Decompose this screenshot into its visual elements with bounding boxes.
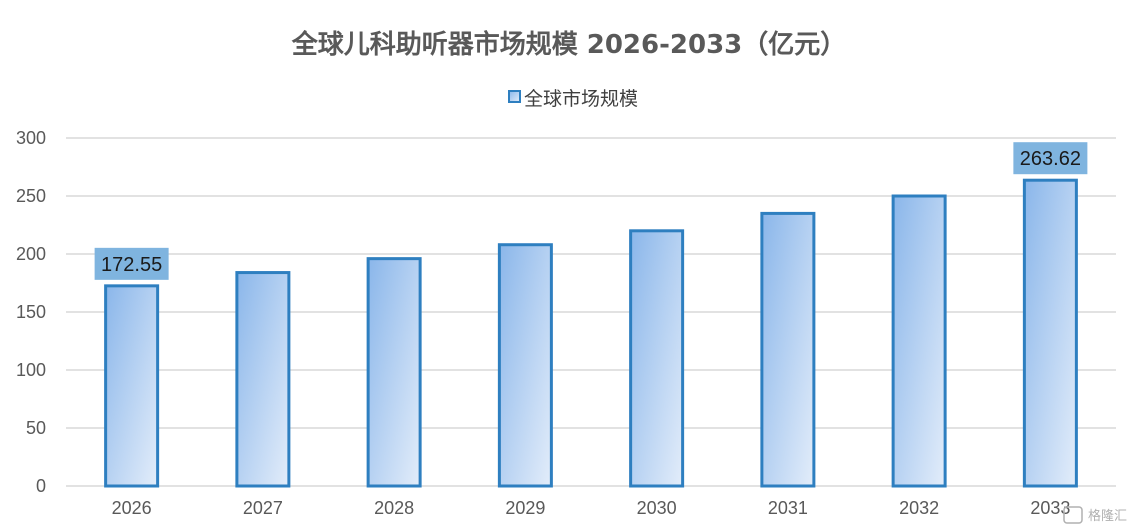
bar-2026 xyxy=(104,284,160,488)
y-tick-label: 300 xyxy=(16,128,46,148)
y-axis-ticks: 0 50 100 150 200 250 300 xyxy=(16,128,46,496)
y-tick-label: 150 xyxy=(16,302,46,322)
bar-2029 xyxy=(497,243,553,488)
y-tick-label: 0 xyxy=(36,476,46,496)
x-tick-label: 2028 xyxy=(374,498,414,518)
watermark: 格隆汇 xyxy=(1063,506,1127,524)
x-tick-label: 2031 xyxy=(768,498,808,518)
x-tick-label: 2027 xyxy=(243,498,283,518)
x-tick-label: 2030 xyxy=(637,498,677,518)
data-labels: 172.55 263.62 xyxy=(94,142,1088,280)
chart-title: 全球儿科助听器市场规模 2026-2033（亿元） xyxy=(291,29,847,60)
x-tick-label: 2026 xyxy=(112,498,152,518)
data-label-2026: 172.55 xyxy=(101,254,162,276)
y-tick-label: 200 xyxy=(16,244,46,264)
bar-2030 xyxy=(629,229,685,488)
data-label-2033: 263.62 xyxy=(1020,148,1081,170)
bar-2032 xyxy=(891,194,947,488)
x-axis-ticks: 2026 2027 2028 2029 2030 2031 2032 2033 xyxy=(112,498,1071,518)
bars xyxy=(104,178,1078,488)
y-tick-label: 50 xyxy=(26,418,46,438)
data-label-box xyxy=(1013,142,1088,175)
x-tick-label: 2029 xyxy=(505,498,545,518)
bar-2033 xyxy=(1022,178,1078,488)
gridlines xyxy=(66,137,1116,487)
watermark-text: 格隆汇 xyxy=(1088,508,1127,524)
legend-label: 全球市场规模 xyxy=(524,88,638,110)
legend: 全球市场规模 xyxy=(508,88,638,110)
y-tick-label: 100 xyxy=(16,360,46,380)
watermark-logo-icon xyxy=(1063,506,1083,524)
legend-swatch xyxy=(508,90,521,103)
bar-2027 xyxy=(235,271,291,488)
bar-2031 xyxy=(760,211,816,488)
data-label-box xyxy=(94,247,169,280)
y-tick-label: 250 xyxy=(16,186,46,206)
bar-2028 xyxy=(366,257,422,488)
x-tick-label: 2032 xyxy=(899,498,939,518)
x-tick-label: 2033 xyxy=(1030,498,1070,518)
